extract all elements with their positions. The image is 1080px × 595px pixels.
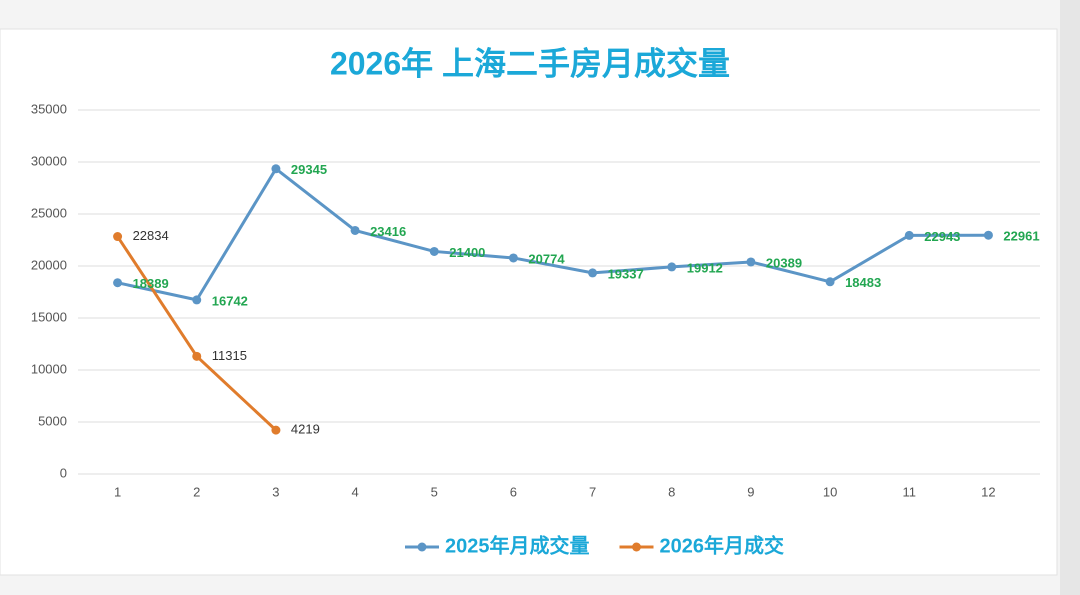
legend-label: 2025年月成交量 <box>445 533 590 557</box>
x-tick-label: 5 <box>431 484 438 499</box>
y-tick-label: 35000 <box>31 101 67 116</box>
series-line <box>117 167 989 302</box>
point <box>113 278 123 288</box>
point <box>192 295 202 305</box>
x-tick-label: 12 <box>981 484 995 499</box>
point <box>350 225 360 235</box>
chart-title: 2026年 上海二手房月成交量 <box>330 45 730 81</box>
x-tick-label: 10 <box>823 484 837 499</box>
data-label: 20389 <box>766 255 802 270</box>
y-tick-label: 30000 <box>31 153 67 168</box>
point <box>271 164 281 174</box>
legend-marker <box>632 542 641 552</box>
point <box>271 425 281 435</box>
data-label: 16742 <box>212 293 248 308</box>
point <box>667 262 677 272</box>
scroll-strip <box>1060 0 1080 595</box>
legend-label: 2026年月成交 <box>660 533 785 557</box>
y-tick-label: 25000 <box>31 205 67 220</box>
data-label: 19337 <box>608 266 644 281</box>
data-label: 19912 <box>687 260 723 275</box>
x-tick-label: 6 <box>510 484 517 499</box>
x-tick-label: 4 <box>351 484 358 499</box>
point <box>429 246 439 256</box>
point <box>588 268 598 278</box>
data-label: 4219 <box>291 422 320 437</box>
x-tick-label: 1 <box>114 484 121 499</box>
x-tick-label: 9 <box>747 484 754 499</box>
data-label: 29345 <box>291 162 327 177</box>
data-label: 22943 <box>924 229 960 244</box>
x-tick-label: 11 <box>903 484 917 499</box>
data-label: 22834 <box>133 228 169 243</box>
point <box>113 232 123 242</box>
y-tick-label: 0 <box>60 465 67 480</box>
x-tick-label: 7 <box>589 484 596 499</box>
data-label: 22961 <box>1003 229 1039 244</box>
data-label: 23416 <box>370 224 406 239</box>
y-tick-label: 10000 <box>31 361 67 376</box>
point <box>746 257 756 267</box>
point <box>983 230 993 240</box>
point <box>192 351 202 361</box>
y-tick-label: 15000 <box>31 309 67 324</box>
data-label: 18483 <box>845 275 881 290</box>
data-label: 18389 <box>133 276 169 291</box>
data-label: 20774 <box>528 251 565 266</box>
data-label: 21400 <box>449 245 485 260</box>
x-tick-label: 2 <box>193 484 200 499</box>
legend-marker <box>417 542 427 552</box>
point <box>825 277 835 287</box>
y-tick-label: 20000 <box>31 257 67 272</box>
y-tick-label: 5000 <box>38 413 67 428</box>
data-label: 11315 <box>212 348 247 363</box>
x-tick-label: 3 <box>272 484 279 499</box>
x-tick-label: 8 <box>668 484 675 499</box>
panel <box>0 28 1058 576</box>
point <box>508 253 518 263</box>
point <box>904 230 914 240</box>
